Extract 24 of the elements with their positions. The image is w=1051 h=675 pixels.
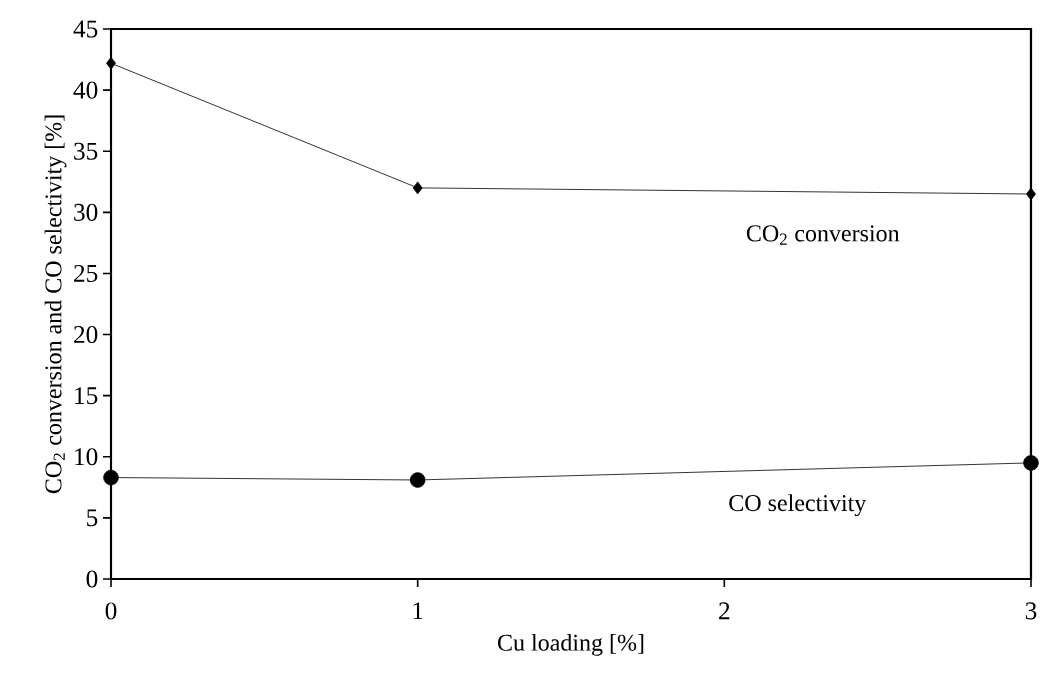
- point: [106, 56, 116, 70]
- y-tick-label: 0: [86, 570, 98, 588]
- y-tick-label: 10: [75, 448, 98, 466]
- x-tick-label: 2: [719, 602, 730, 620]
- y-tick-label: 35: [74, 142, 98, 160]
- y-tick-label: 25: [74, 264, 98, 282]
- series-label: CO$_{2}$ conversion: [746, 225, 900, 245]
- point: [409, 472, 426, 488]
- y-axis-title: CO$_{2}$ conversion and CO selectivity [%]: [44, 115, 67, 494]
- x-tick-label: 1: [413, 602, 423, 620]
- y-tick-label: 45: [73, 20, 98, 38]
- x-tick-label: 3: [1025, 602, 1037, 620]
- y-tick-label: 40: [73, 81, 98, 99]
- y-tick-label: 30: [74, 203, 98, 221]
- point: [1026, 187, 1036, 201]
- y-tick-label: 5: [87, 509, 98, 527]
- y-tick-label: 20: [74, 326, 98, 344]
- x-axis-title: Cu loading [%]: [498, 633, 644, 656]
- series-label: CO selectivity: [729, 494, 867, 517]
- point: [103, 469, 119, 486]
- point: [1023, 455, 1039, 471]
- point: [412, 181, 423, 195]
- y-tick-label: 15: [75, 387, 98, 405]
- x-tick-label: 0: [105, 602, 117, 620]
